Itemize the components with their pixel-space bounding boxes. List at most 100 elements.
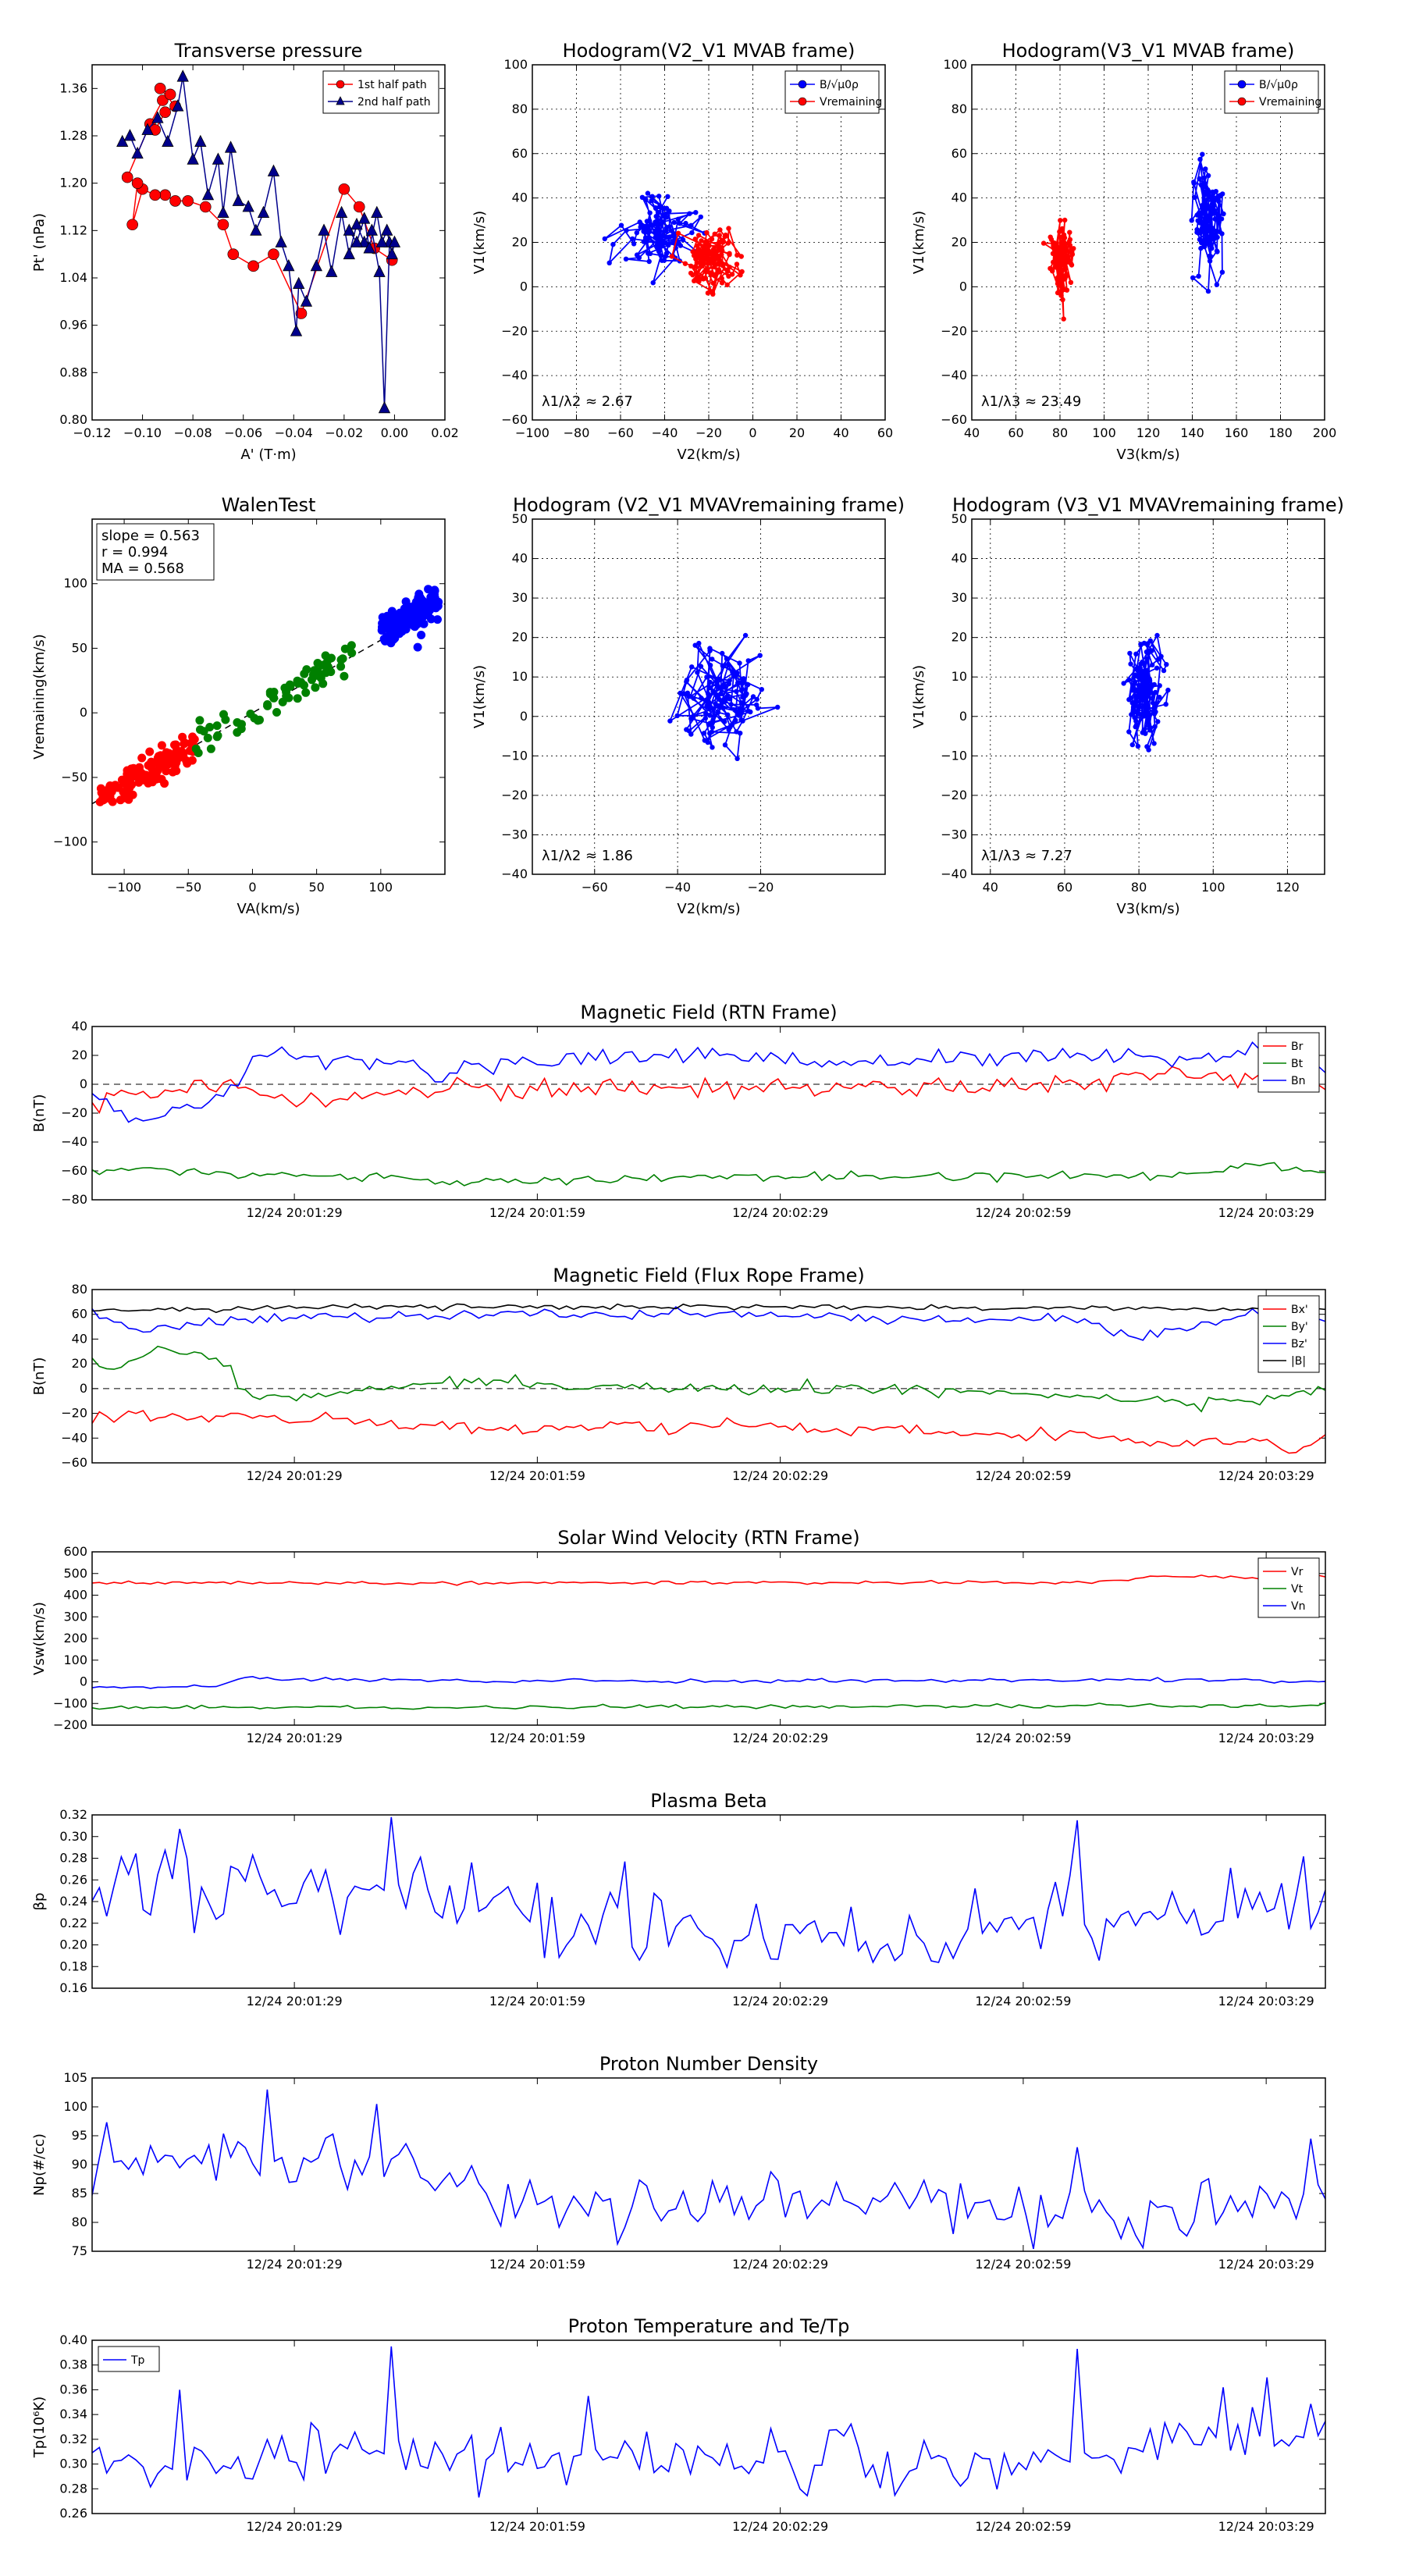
x-tick-label: −100 <box>107 880 141 895</box>
y-tick-label: −100 <box>53 834 87 849</box>
data-point <box>754 696 759 703</box>
axes-frame <box>91 1551 1326 1726</box>
data-point <box>647 251 653 257</box>
data-point <box>663 211 669 216</box>
y-tick-label: 0.26 <box>59 1872 87 1887</box>
data-point <box>705 266 710 272</box>
y-tick-label: 400 <box>63 1588 87 1603</box>
data-point <box>678 243 683 248</box>
legend-label: Vr <box>1291 1566 1304 1578</box>
data-point <box>692 278 697 283</box>
x-tick-label: 200 <box>1313 425 1337 440</box>
data-point <box>606 260 612 265</box>
data-point <box>1146 747 1151 753</box>
data-point <box>719 276 724 281</box>
data-point <box>388 235 401 247</box>
data-point <box>340 644 350 653</box>
data-point <box>1065 241 1072 247</box>
data-point <box>724 656 730 662</box>
data-point <box>1195 218 1200 223</box>
data-point <box>693 210 699 215</box>
x-tick-label: 12/24 20:03:29 <box>1218 1205 1314 1220</box>
axes-frame <box>971 518 1325 875</box>
data-point <box>1237 97 1247 106</box>
data-point <box>212 721 222 731</box>
y-tick-label: 1.36 <box>59 80 87 95</box>
data-point <box>671 219 677 226</box>
y-tick-label: 0 <box>80 705 87 720</box>
chart-title: Magnetic Field (Flux Rope Frame) <box>553 1265 864 1286</box>
data-point <box>690 249 695 254</box>
data-point <box>169 195 181 207</box>
data-point <box>417 631 426 639</box>
data-point <box>295 308 308 319</box>
data-point <box>715 710 721 715</box>
chart-h1: −100 −80 −60 −40 −20 0 20 40 60 −60 −40 −20 0 20 40 60 8… <box>471 40 893 463</box>
y-tick-label: 10 <box>512 669 528 684</box>
data-point <box>434 597 443 607</box>
data-point <box>283 258 295 272</box>
data-point <box>701 731 707 736</box>
y-tick-label: 0.30 <box>59 1829 87 1844</box>
data-point <box>726 226 731 231</box>
x-tick-label: 20 <box>789 425 805 440</box>
data-point <box>1061 232 1067 238</box>
legend: Bx' By' Bz' |B| <box>1257 1295 1320 1373</box>
data-point <box>343 223 355 236</box>
data-point <box>713 701 718 706</box>
data-point <box>674 713 680 719</box>
y-tick-label: −20 <box>61 1406 87 1421</box>
data-point <box>646 235 653 240</box>
data-point <box>745 681 751 688</box>
data-point <box>704 229 710 236</box>
data-point <box>1055 252 1060 258</box>
data-point <box>1121 681 1126 686</box>
legend-label: 1st half path <box>357 79 427 91</box>
data-point <box>663 225 669 231</box>
data-point <box>1060 238 1066 244</box>
data-point <box>652 229 658 236</box>
y-axis-label: βp <box>31 1893 48 1911</box>
data-point <box>1152 724 1158 729</box>
y-tick-label: 60 <box>72 1307 87 1322</box>
data-point <box>402 617 411 626</box>
x-tick-label: 12/24 20:01:29 <box>247 2519 343 2534</box>
data-point <box>123 129 137 141</box>
y-tick-label: 0 <box>520 279 528 294</box>
chart-walen: −100 −50 0 50 100 −100 −50 0 50 100 WalenTest VA(km… <box>31 494 446 917</box>
data-point <box>733 717 738 723</box>
data-point <box>96 784 105 793</box>
y-tick-label: 0.30 <box>59 2457 87 2471</box>
series-line-|B| <box>92 1303 1325 1314</box>
data-point <box>1140 692 1145 699</box>
data-point <box>120 793 130 802</box>
data-point <box>338 183 350 195</box>
y-tick-label: 0 <box>959 709 967 724</box>
data-point <box>685 690 691 696</box>
chart-title: Plasma Beta <box>650 1790 767 1812</box>
data-point <box>720 663 725 668</box>
chart-np: Proton Number Density 75 80 85 90 95 100 105 12/… <box>31 2053 1326 2272</box>
data-point <box>755 706 761 711</box>
data-point <box>722 719 727 724</box>
data-point <box>1202 244 1208 250</box>
y-tick-label: −40 <box>941 866 967 881</box>
data-point <box>343 247 355 260</box>
y-tick-label: 0.40 <box>59 2332 87 2347</box>
data-point <box>217 219 229 231</box>
data-point <box>759 687 764 692</box>
data-point <box>247 260 259 272</box>
data-point <box>1069 262 1075 268</box>
data-point <box>727 696 733 702</box>
y-tick-label: −30 <box>941 827 967 841</box>
data-point <box>358 235 371 247</box>
y-tick-label: 40 <box>512 551 528 566</box>
y-axis-label: V1(km/s) <box>911 211 927 274</box>
y-tick-label: 0.34 <box>59 2407 87 2421</box>
series-line-Tp <box>92 2346 1325 2498</box>
data-point <box>180 739 189 749</box>
data-point <box>702 276 709 281</box>
data-point <box>1057 273 1063 279</box>
plot-area <box>602 190 745 297</box>
data-point <box>1202 205 1208 210</box>
